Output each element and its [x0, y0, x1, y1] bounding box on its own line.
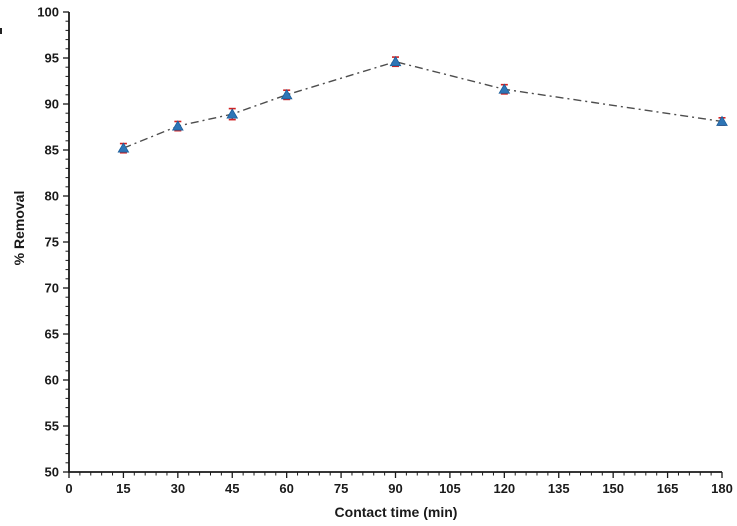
y-tick-label: 100 [37, 5, 59, 20]
data-point-marker [171, 120, 184, 131]
y-tick-label: 65 [45, 327, 59, 342]
data-series-layer [117, 55, 728, 154]
y-tick-label: 95 [45, 51, 59, 66]
y-axis-title: % Removal [11, 191, 27, 266]
axis-spines [68, 12, 722, 473]
edge-artifact [0, 28, 2, 34]
axes-layer: 0 15 30 45 60 75 90 105 120 135 150 165 180 50 55 60 65 7… [37, 5, 733, 497]
x-tick-label: 60 [279, 481, 293, 496]
x-tick-label: 30 [171, 481, 185, 496]
data-point-marker [280, 89, 293, 100]
x-tick-label: 75 [334, 481, 348, 496]
series-line [123, 60, 723, 149]
y-tick-label: 75 [45, 235, 59, 250]
data-point-marker [117, 142, 130, 153]
x-tick-label: 0 [65, 481, 72, 496]
data-point-marker [226, 108, 239, 119]
x-tick-label: 165 [657, 481, 679, 496]
y-tick-label: 85 [45, 143, 59, 158]
x-tick-label: 135 [548, 481, 570, 496]
data-point-marker [389, 55, 402, 67]
y-tick-label: 80 [45, 189, 59, 204]
y-tick-label: 70 [45, 281, 59, 296]
x-tick-label: 45 [225, 481, 239, 496]
x-tick-label: 120 [493, 481, 515, 496]
y-tick-label: 50 [45, 465, 59, 480]
x-tick-label: 90 [388, 481, 402, 496]
x-tick-label: 105 [439, 481, 461, 496]
y-tick-label: 60 [45, 373, 59, 388]
data-point-marker [498, 83, 511, 94]
x-tick-label: 150 [602, 481, 624, 496]
y-tick-label: 90 [45, 97, 59, 112]
x-axis-title: Contact time (min) [335, 504, 458, 520]
y-tick-label: 55 [45, 419, 59, 434]
x-tick-label: 15 [116, 481, 130, 496]
x-tick-label: 180 [711, 481, 733, 496]
data-point-marker [716, 115, 728, 126]
